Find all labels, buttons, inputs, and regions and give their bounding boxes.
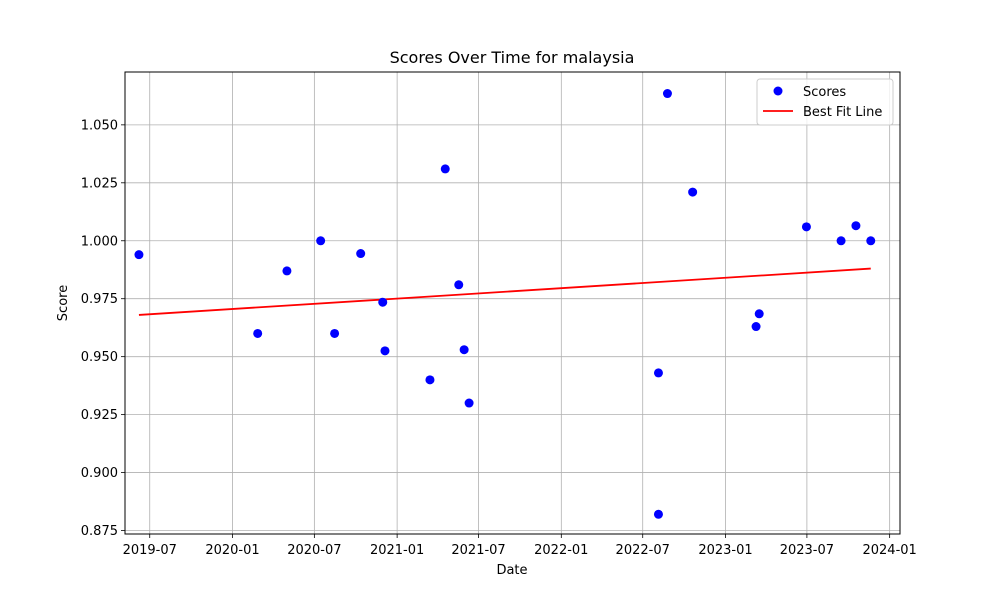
x-tick-label: 2019-07 <box>123 543 177 558</box>
score-point <box>688 187 698 197</box>
y-tick-label: 1.000 <box>81 234 118 249</box>
score-point <box>425 375 435 385</box>
y-tick-label: 0.925 <box>81 408 118 423</box>
score-point <box>801 222 811 232</box>
grid <box>125 72 900 534</box>
x-tick-label: 2020-01 <box>205 543 259 558</box>
score-point <box>356 249 366 259</box>
x-tick-label: 2024-01 <box>862 543 916 558</box>
score-point <box>464 398 474 408</box>
score-point <box>282 266 292 276</box>
x-tick-label: 2022-01 <box>534 543 588 558</box>
score-point <box>330 328 340 338</box>
x-tick-label: 2023-01 <box>698 543 752 558</box>
x-tick-label: 2023-07 <box>780 543 834 558</box>
score-point <box>866 236 876 246</box>
chart-title: Scores Over Time for malaysia <box>390 48 635 67</box>
score-point <box>253 328 263 338</box>
score-point <box>836 236 846 246</box>
x-tick-label: 2021-07 <box>451 543 505 558</box>
score-point <box>653 509 663 519</box>
x-axis-label: Date <box>496 563 527 578</box>
score-point <box>316 236 326 246</box>
legend-bestfit-label: Best Fit Line <box>803 105 882 120</box>
y-tick-label: 1.025 <box>81 176 118 191</box>
score-point <box>851 221 861 231</box>
legend-scores-label: Scores <box>803 85 846 100</box>
y-axis-label: Score <box>56 285 71 321</box>
score-point <box>454 280 464 290</box>
score-point <box>754 309 764 319</box>
best-fit-line <box>138 267 871 316</box>
legend: Scores Best Fit Line <box>756 78 894 126</box>
x-tick-label: 2021-01 <box>370 543 424 558</box>
x-tick-label: 2020-07 <box>287 543 341 558</box>
y-tick-label: 0.975 <box>81 292 118 307</box>
score-point <box>378 297 388 307</box>
score-point <box>459 345 469 355</box>
plot-frame <box>124 71 901 535</box>
y-axis: 0.875 0.900 0.925 0.950 0.975 1.000 1.025 1.050 <box>81 118 125 539</box>
score-point <box>751 322 761 332</box>
best-fit-layer <box>138 267 871 316</box>
x-tick-label: 2022-07 <box>616 543 670 558</box>
score-point <box>653 368 663 378</box>
score-point <box>662 89 672 99</box>
score-point <box>440 164 450 174</box>
y-tick-label: 1.050 <box>81 118 118 133</box>
legend-box <box>756 78 894 126</box>
score-point <box>380 346 390 356</box>
points-layer <box>134 89 876 519</box>
legend-scores-marker <box>773 86 783 96</box>
y-tick-label: 0.875 <box>81 524 118 539</box>
score-point <box>134 250 144 260</box>
y-tick-label: 0.900 <box>81 466 118 481</box>
y-tick-label: 0.950 <box>81 350 118 365</box>
x-axis: 2019-07 2020-01 2020-07 2021-01 2021-07 2022-… <box>123 534 917 558</box>
